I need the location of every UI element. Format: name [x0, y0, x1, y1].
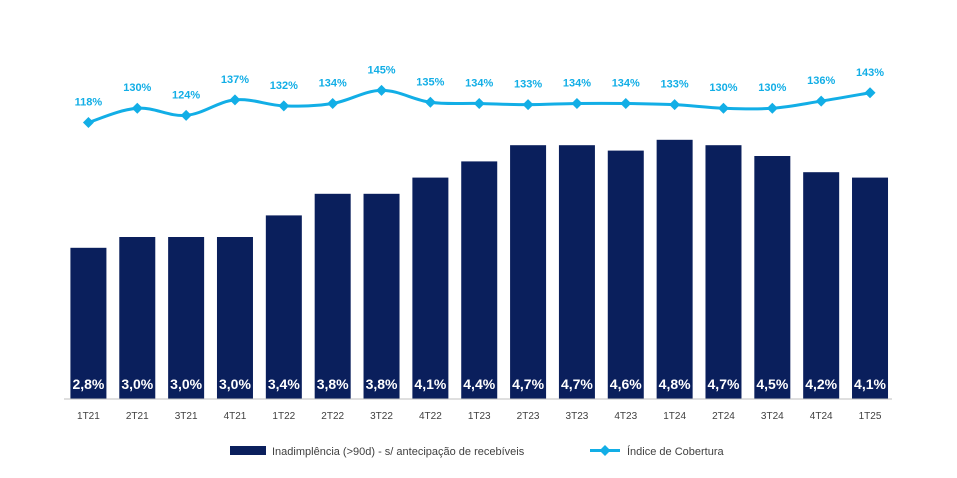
line-series: 118% 130% 124% 137% 132% 134% 145% 135% 134% 133%…	[75, 64, 884, 128]
line-point	[620, 97, 632, 109]
bar-data-label: 4,7%	[512, 376, 544, 392]
line-data-label: 137%	[221, 74, 249, 86]
line-point	[278, 100, 290, 112]
line-point	[766, 102, 778, 114]
line-data-label: 130%	[123, 82, 151, 94]
bar-data-label: 3,0%	[219, 376, 251, 392]
x-tick-label: 3T24	[761, 411, 784, 422]
bar	[265, 215, 302, 399]
bar-data-label: 4,4%	[463, 376, 495, 392]
line-data-label: 130%	[709, 82, 737, 94]
bar	[412, 177, 449, 399]
line-data-label: 130%	[758, 82, 786, 94]
bar-series: 2,8% 3,0% 3,0% 3,0% 3,4% 3,8% 3,8% 4,1% 4,4% 4,7%…	[70, 139, 889, 400]
x-axis-ticks: 1T21 2T21 3T21 4T21 1T22 2T22 3T22 4T22 1T23 2T23…	[77, 411, 882, 422]
x-tick-label: 4T24	[810, 411, 833, 422]
legend-label-bar: Inadimplência (>90d) - s/ antecipação de…	[272, 446, 525, 458]
line-data-label: 118%	[75, 97, 103, 109]
bar	[363, 193, 400, 399]
line-data-label: 135%	[416, 76, 444, 88]
line-data-label: 133%	[514, 79, 542, 91]
line-point	[229, 94, 241, 106]
bar-data-label: 4,1%	[414, 376, 446, 392]
bar	[558, 145, 595, 399]
bar-data-label: 4,2%	[805, 376, 837, 392]
line-point	[669, 99, 681, 111]
line-data-label: 134%	[563, 77, 591, 89]
bar	[216, 237, 253, 399]
line-data-label: 133%	[661, 79, 689, 91]
bar	[119, 237, 156, 399]
legend-swatch-bar	[230, 446, 266, 455]
legend-label-line: Índice de Cobertura	[627, 445, 724, 458]
line-point	[131, 102, 143, 114]
bar-data-label: 4,6%	[610, 376, 642, 392]
x-tick-label: 1T22	[272, 411, 295, 422]
line-point	[82, 117, 94, 128]
x-tick-label: 4T22	[419, 411, 442, 422]
bar-data-label: 3,0%	[170, 376, 202, 392]
x-tick-label: 4T21	[224, 411, 247, 422]
line-data-label: 132%	[270, 80, 298, 92]
bar	[510, 145, 547, 399]
bar-data-label: 3,4%	[268, 376, 300, 392]
line-point	[864, 87, 876, 99]
line-point	[180, 109, 192, 121]
x-tick-label: 1T24	[663, 411, 686, 422]
bar-data-label: 4,8%	[659, 376, 691, 392]
line-data-label: 143%	[856, 67, 884, 79]
bar	[852, 177, 889, 399]
bar	[656, 139, 693, 400]
bar	[607, 150, 644, 399]
line-point	[522, 99, 534, 111]
bar	[705, 145, 742, 399]
bar-data-label: 4,7%	[561, 376, 593, 392]
bar-data-label: 3,8%	[317, 376, 349, 392]
bar	[168, 237, 205, 399]
line-point	[717, 102, 729, 114]
line-data-label: 134%	[465, 77, 493, 89]
bar-data-label: 4,5%	[756, 376, 788, 392]
line-data-label: 134%	[319, 77, 347, 89]
line-data-label: 134%	[612, 77, 640, 89]
legend: Inadimplência (>90d) - s/ antecipação de…	[230, 445, 724, 458]
line-point	[815, 95, 827, 107]
x-tick-label: 2T21	[126, 411, 149, 422]
bar-data-label: 4,1%	[854, 376, 886, 392]
x-tick-label: 4T23	[614, 411, 637, 422]
line-point	[327, 97, 339, 109]
bar-data-label: 2,8%	[72, 376, 104, 392]
x-tick-label: 1T25	[859, 411, 882, 422]
line-data-label: 145%	[367, 64, 395, 76]
x-tick-label: 3T21	[175, 411, 198, 422]
line-point	[571, 97, 583, 109]
line-point	[473, 97, 485, 109]
x-tick-label: 3T22	[370, 411, 393, 422]
bar	[803, 172, 840, 399]
line-data-label: 136%	[807, 75, 835, 87]
bar	[461, 161, 498, 399]
bar	[754, 156, 791, 399]
x-tick-label: 2T23	[517, 411, 540, 422]
legend-swatch-marker	[599, 445, 611, 456]
line-point	[424, 96, 436, 108]
x-tick-label: 1T21	[77, 411, 100, 422]
x-tick-label: 2T22	[321, 411, 344, 422]
bar	[314, 193, 351, 399]
x-tick-label: 2T24	[712, 411, 735, 422]
line-data-label: 124%	[172, 89, 200, 101]
line-point	[376, 84, 388, 96]
bar	[70, 247, 107, 399]
bar-data-label: 3,8%	[366, 376, 398, 392]
bar-data-label: 4,7%	[708, 376, 740, 392]
bar-data-label: 3,0%	[121, 376, 153, 392]
x-tick-label: 1T23	[468, 411, 491, 422]
x-tick-label: 3T23	[566, 411, 589, 422]
